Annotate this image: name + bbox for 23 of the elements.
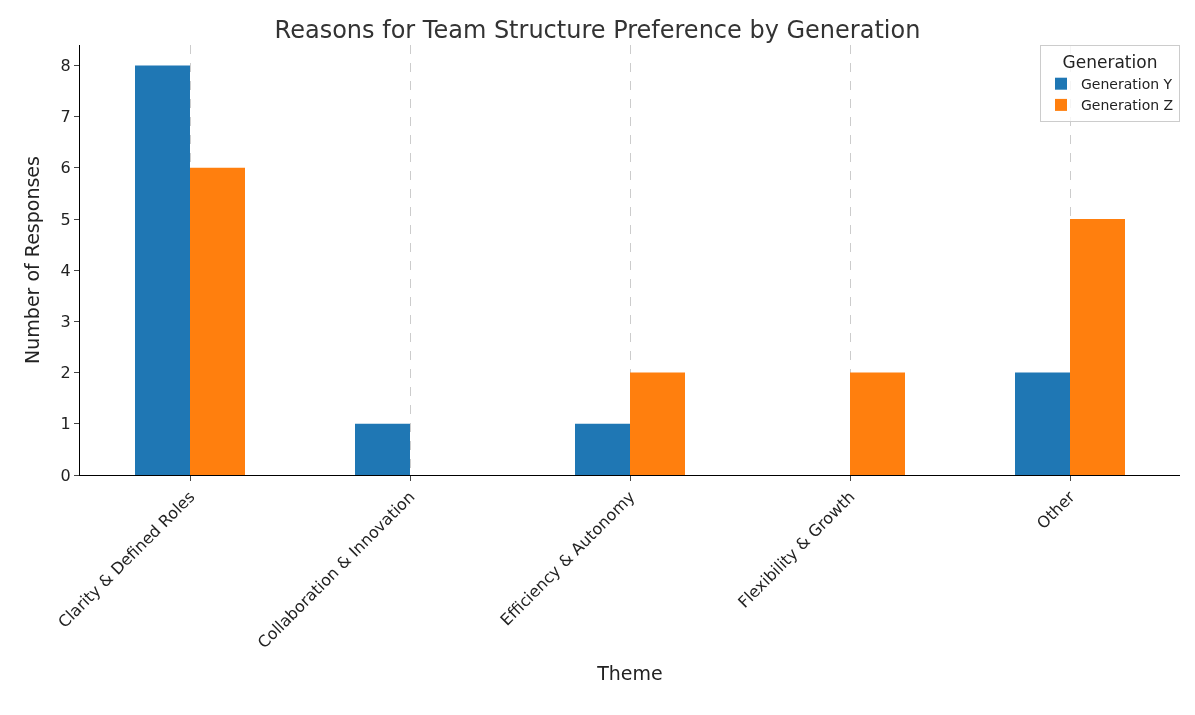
bar [850,372,905,475]
bar [1070,219,1125,475]
x-axis-title: Theme [596,661,663,684]
y-tick-label: 0 [60,465,71,485]
y-tick-label: 4 [60,260,71,280]
legend-label: Generation Z [1081,97,1174,114]
y-tick-label: 7 [60,107,71,127]
bar [1015,372,1070,475]
y-tick-label: 8 [60,56,71,76]
y-tick-label: 2 [60,363,71,383]
y-tick-label: 1 [60,414,71,434]
bar [630,372,685,475]
bar [135,65,190,475]
y-tick-label: 3 [60,312,71,332]
legend-label: Generation Y [1081,76,1173,93]
legend-title: Generation [1062,52,1158,73]
y-tick-label: 5 [60,209,71,229]
bar [355,423,410,475]
bar [575,423,630,475]
y-axis-title: Number of Responses [21,156,44,364]
bar [190,167,245,475]
y-tick-label: 6 [60,158,71,178]
chart-title: Reasons for Team Structure Preference by Generation [274,16,921,45]
